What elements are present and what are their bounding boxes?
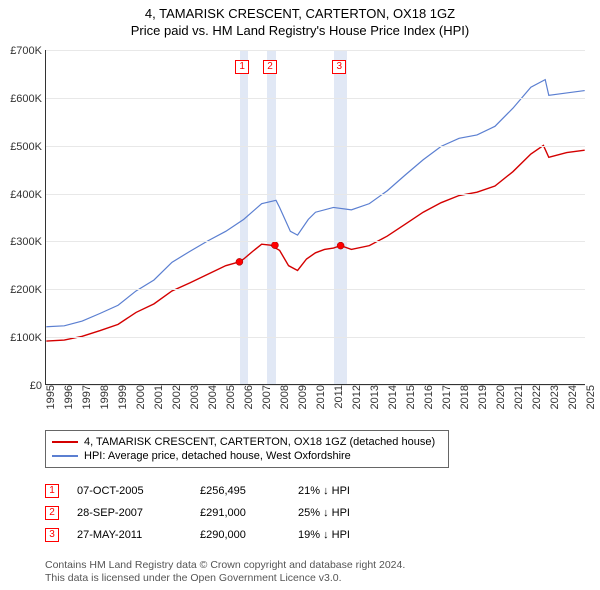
x-tick-label: 1997	[81, 385, 93, 409]
x-tick-label: 2001	[153, 385, 165, 409]
page-title: 4, TAMARISK CRESCENT, CARTERTON, OX18 1G…	[0, 6, 600, 21]
transaction-table: 1 07-OCT-2005 £256,495 21% ↓ HPI 2 28-SEP-200…	[45, 480, 585, 546]
x-tick-label: 2009	[297, 385, 309, 409]
x-tick-label: 2008	[279, 385, 291, 409]
y-tick-label: £200K	[10, 284, 42, 296]
x-tick-label: 2020	[495, 385, 507, 409]
x-tick-label: 2012	[351, 385, 363, 409]
x-tick-label: 2000	[135, 385, 147, 409]
footer: Contains HM Land Registry data © Crown c…	[45, 559, 590, 586]
transaction-price: £290,000	[200, 529, 280, 541]
x-tick-label: 2011	[333, 385, 345, 409]
y-tick-label: £300K	[10, 236, 42, 248]
x-axis-ticks: 1995 1996 1997 1998 1999 2000 2001 2002 2003 2004…	[45, 385, 585, 435]
y-gridline: £700K	[46, 50, 585, 51]
y-tick-label: £0	[30, 380, 42, 392]
x-tick-label: 2015	[405, 385, 417, 409]
y-tick-label: £500K	[10, 141, 42, 153]
x-tick-label: 2024	[567, 385, 579, 409]
legend-swatch	[52, 441, 78, 443]
x-tick-label: 2003	[189, 385, 201, 409]
chart-marker: 1	[235, 60, 249, 74]
transaction-row: 2 28-SEP-2007 £291,000 25% ↓ HPI	[45, 502, 585, 524]
y-tick-label: £600K	[10, 93, 42, 105]
x-tick-label: 2017	[441, 385, 453, 409]
x-tick-label: 2010	[315, 385, 327, 409]
transaction-delta: 21% ↓ HPI	[298, 485, 398, 497]
x-tick-label: 1996	[63, 385, 75, 409]
transaction-date: 07-OCT-2005	[77, 485, 182, 497]
transaction-delta: 25% ↓ HPI	[298, 507, 398, 519]
x-tick-label: 2021	[513, 385, 525, 409]
legend-swatch	[52, 455, 78, 457]
x-tick-label: 2005	[225, 385, 237, 409]
x-tick-label: 2006	[243, 385, 255, 409]
y-tick-label: £700K	[10, 45, 42, 57]
sale-dot	[236, 258, 243, 265]
series-line-property	[46, 145, 584, 341]
x-tick-label: 2022	[531, 385, 543, 409]
transaction-delta: 19% ↓ HPI	[298, 529, 398, 541]
page-subtitle: Price paid vs. HM Land Registry's House …	[0, 23, 600, 38]
transaction-marker: 3	[45, 528, 59, 542]
chart-svg	[46, 50, 585, 384]
footer-line-1: Contains HM Land Registry data © Crown c…	[45, 559, 590, 573]
legend-item: 4, TAMARISK CRESCENT, CARTERTON, OX18 1G…	[52, 435, 442, 449]
x-tick-label: 2018	[459, 385, 471, 409]
x-tick-label: 1995	[45, 385, 57, 409]
x-tick-label: 2002	[171, 385, 183, 409]
y-gridline: £600K	[46, 98, 585, 99]
y-gridline: £300K	[46, 241, 585, 242]
y-tick-label: £100K	[10, 332, 42, 344]
transaction-marker: 1	[45, 484, 59, 498]
transaction-date: 27-MAY-2011	[77, 529, 182, 541]
footer-line-2: This data is licensed under the Open Gov…	[45, 572, 590, 586]
sale-dot	[271, 242, 278, 249]
legend: 4, TAMARISK CRESCENT, CARTERTON, OX18 1G…	[45, 430, 449, 468]
x-tick-label: 2013	[369, 385, 381, 409]
transaction-price: £256,495	[200, 485, 280, 497]
x-tick-label: 2016	[423, 385, 435, 409]
chart-marker: 3	[332, 60, 346, 74]
x-tick-label: 2025	[585, 385, 597, 409]
transaction-price: £291,000	[200, 507, 280, 519]
y-gridline: £400K	[46, 194, 585, 195]
y-tick-label: £400K	[10, 189, 42, 201]
transaction-row: 1 07-OCT-2005 £256,495 21% ↓ HPI	[45, 480, 585, 502]
transaction-date: 28-SEP-2007	[77, 507, 182, 519]
transaction-marker: 2	[45, 506, 59, 520]
x-tick-label: 2014	[387, 385, 399, 409]
chart-marker: 2	[263, 60, 277, 74]
legend-label: 4, TAMARISK CRESCENT, CARTERTON, OX18 1G…	[84, 436, 435, 448]
y-gridline: £500K	[46, 146, 585, 147]
x-tick-label: 1998	[99, 385, 111, 409]
x-tick-label: 1999	[117, 385, 129, 409]
x-tick-label: 2019	[477, 385, 489, 409]
x-tick-label: 2023	[549, 385, 561, 409]
legend-item: HPI: Average price, detached house, West…	[52, 449, 442, 463]
x-tick-label: 2007	[261, 385, 273, 409]
y-gridline: £200K	[46, 289, 585, 290]
x-tick-label: 2004	[207, 385, 219, 409]
sale-dot	[337, 242, 344, 249]
chart: £0£100K£200K£300K£400K£500K£600K£700K	[45, 50, 585, 385]
transaction-row: 3 27-MAY-2011 £290,000 19% ↓ HPI	[45, 524, 585, 546]
legend-label: HPI: Average price, detached house, West…	[84, 450, 351, 462]
y-gridline: £100K	[46, 337, 585, 338]
